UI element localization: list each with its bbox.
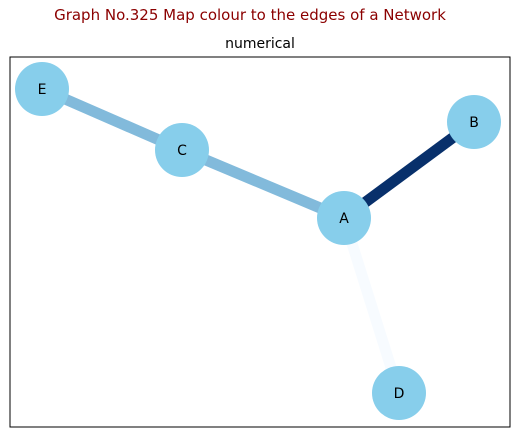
node-d: D (372, 366, 426, 420)
nodes-layer: A B C D E (15, 62, 501, 420)
node-a: A (317, 191, 371, 245)
edge-a-d (338, 216, 405, 395)
node-label: B (469, 115, 479, 131)
axes-frame (9, 56, 511, 428)
node-e: E (15, 62, 69, 116)
node-circle (447, 95, 501, 149)
edge-a-c (179, 144, 347, 224)
node-label: E (38, 82, 47, 98)
node-circle (372, 366, 426, 420)
figure-suptitle: Graph No.325 Map colour to the edges of … (54, 6, 446, 24)
node-label: D (394, 386, 405, 402)
node-label: C (177, 143, 187, 159)
node-circle (155, 123, 209, 177)
node-circle (15, 62, 69, 116)
node-b: B (447, 95, 501, 149)
node-circle (317, 191, 371, 245)
axes-title: numerical (225, 36, 295, 52)
node-c: C (155, 123, 209, 177)
node-label: A (339, 211, 349, 227)
